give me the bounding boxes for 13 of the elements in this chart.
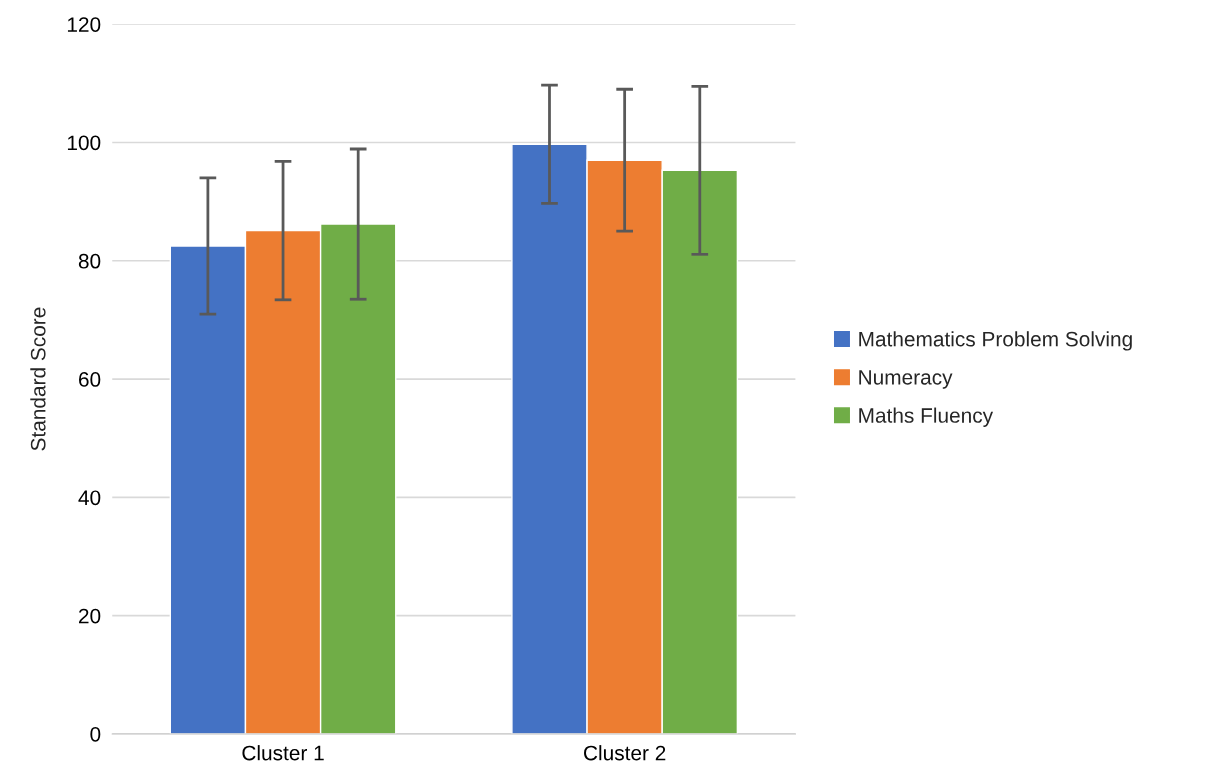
y-tick-label: 20 [79, 608, 101, 624]
y-axis-title: Standard Score [30, 307, 46, 451]
y-tick-label: 80 [78, 253, 101, 269]
legend-label: Mathematics Problem Solving [859, 331, 1132, 351]
y-tick-label: 120 [67, 17, 101, 32]
legend-label: Maths Fluency [859, 407, 994, 427]
y-tick-label: 40 [78, 490, 101, 506]
y-tick-label: 100 [67, 135, 101, 151]
x-tick-label: Cluster 2 [584, 745, 666, 761]
legend-label: Numeracy [859, 370, 953, 389]
y-tick-label: 0 [90, 726, 101, 742]
x-tick-label: Cluster 1 [242, 745, 324, 761]
y-tick-label: 60 [79, 372, 101, 387]
